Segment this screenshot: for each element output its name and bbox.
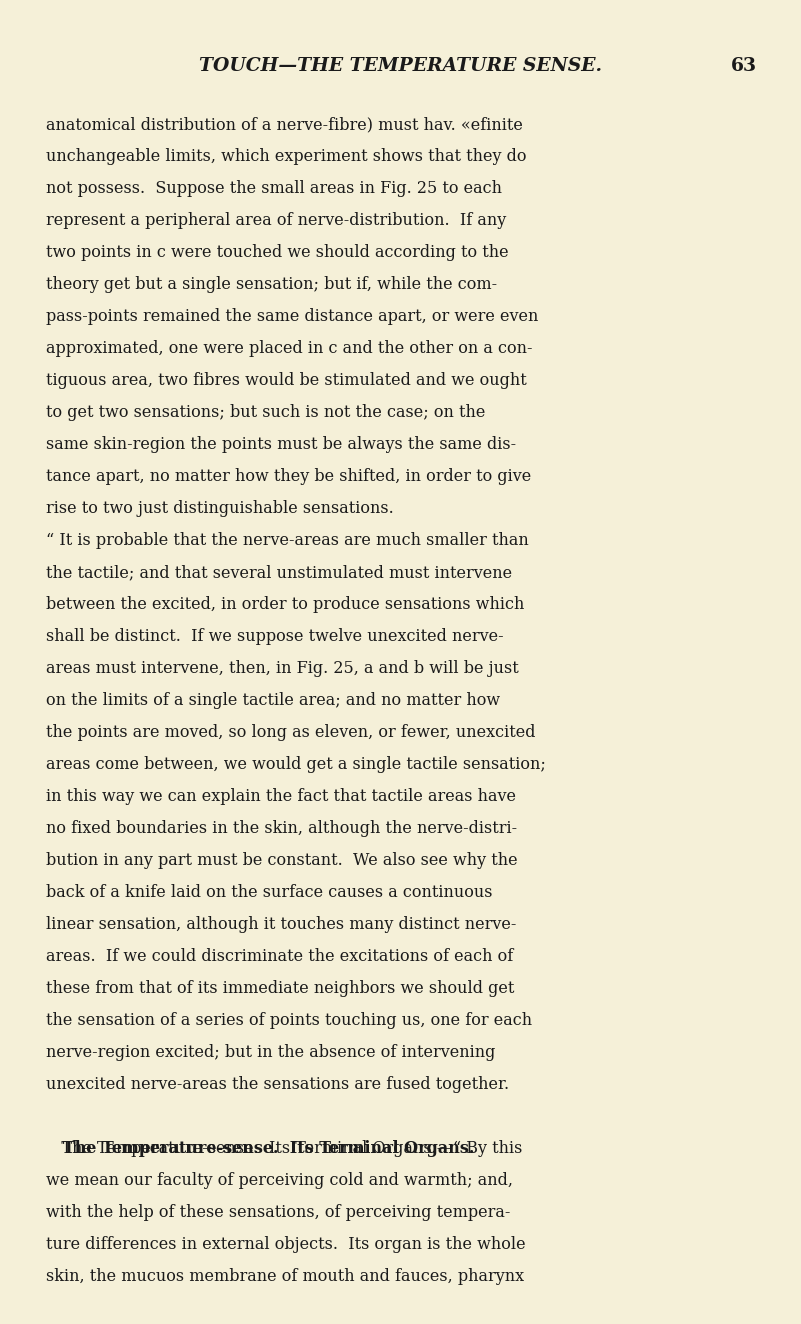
Text: areas come between, we would get a single tactile sensation;: areas come between, we would get a singl… <box>46 756 545 773</box>
Text: the sensation of a series of points touching us, one for each: the sensation of a series of points touc… <box>46 1012 532 1029</box>
Text: we mean our faculty of perceiving cold and warmth; and,: we mean our faculty of perceiving cold a… <box>46 1172 513 1189</box>
Text: “ It is probable that the nerve-areas are much smaller than: “ It is probable that the nerve-areas ar… <box>46 532 529 549</box>
Text: unexcited nerve-areas the sensations are fused together.: unexcited nerve-areas the sensations are… <box>46 1075 509 1092</box>
Text: between the excited, in order to produce sensations which: between the excited, in order to produce… <box>46 596 524 613</box>
Text: back of a knife laid on the surface causes a continuous: back of a knife laid on the surface caus… <box>46 884 492 900</box>
Text: areas.  If we could discriminate the excitations of each of: areas. If we could discriminate the exci… <box>46 948 513 965</box>
Text: skin, the mucuos membrane of mouth and fauces, pharynx: skin, the mucuos membrane of mouth and f… <box>46 1267 524 1284</box>
Text: 63: 63 <box>731 57 757 75</box>
Text: same skin-region the points must be always the same dis-: same skin-region the points must be alwa… <box>46 437 516 453</box>
Text: tiguous area, two fibres would be stimulated and we ought: tiguous area, two fibres would be stimul… <box>46 372 526 389</box>
Text: theory get but a single sensation; but if, while the com-: theory get but a single sensation; but i… <box>46 277 497 294</box>
Text: to get two sensations; but such is not the case; on the: to get two sensations; but such is not t… <box>46 404 485 421</box>
Text: with the help of these sensations, of perceiving tempera-: with the help of these sensations, of pe… <box>46 1204 510 1221</box>
Text: areas must intervene, then, in Fig. 25, a and b will be just: areas must intervene, then, in Fig. 25, … <box>46 661 518 677</box>
Text: the tactile; and that several unstimulated must intervene: the tactile; and that several unstimulat… <box>46 564 512 581</box>
Text: ture differences in external objects.  Its organ is the whole: ture differences in external objects. It… <box>46 1235 525 1253</box>
Text: pass-points remained the same distance apart, or were even: pass-points remained the same distance a… <box>46 308 538 326</box>
Text: these from that of its immediate neighbors we should get: these from that of its immediate neighbo… <box>46 980 514 997</box>
Text: nerve-region excited; but in the absence of intervening: nerve-region excited; but in the absence… <box>46 1043 495 1061</box>
Text: unchangeable limits, which experiment shows that they do: unchangeable limits, which experiment sh… <box>46 148 526 166</box>
Text: tance apart, no matter how they be shifted, in order to give: tance apart, no matter how they be shift… <box>46 469 531 485</box>
Text: two points in c were touched we should according to the: two points in c were touched we should a… <box>46 245 509 261</box>
Text: not possess.  Suppose the small areas in Fig. 25 to each: not possess. Suppose the small areas in … <box>46 180 501 197</box>
Text: on the limits of a single tactile area; and no matter how: on the limits of a single tactile area; … <box>46 692 500 710</box>
Text: anatomical distribution of a nerve-fibre) must hav. «efinite: anatomical distribution of a nerve-fibre… <box>46 117 522 134</box>
Text: bution in any part must be constant.  We also see why the: bution in any part must be constant. We … <box>46 851 517 869</box>
Text: TOUCH—THE TEMPERATURE SENSE.: TOUCH—THE TEMPERATURE SENSE. <box>199 57 602 75</box>
Text: in this way we can explain the fact that tactile areas have: in this way we can explain the fact that… <box>46 788 516 805</box>
Text: approximated, one were placed in c and the other on a con-: approximated, one were placed in c and t… <box>46 340 532 357</box>
Text: rise to two just distinguishable sensations.: rise to two just distinguishable sensati… <box>46 500 393 518</box>
Text: The Temperature-sense.  Its Terminal Organs.—“ By this: The Temperature-sense. Its Terminal Orga… <box>46 1140 522 1157</box>
Text: the points are moved, so long as eleven, or fewer, unexcited: the points are moved, so long as eleven,… <box>46 724 535 741</box>
Text: linear sensation, although it touches many distinct nerve-: linear sensation, although it touches ma… <box>46 916 516 933</box>
Text: no fixed boundaries in the skin, although the nerve-distri-: no fixed boundaries in the skin, althoug… <box>46 820 517 837</box>
Text: represent a peripheral area of nerve-distribution.  If any: represent a peripheral area of nerve-dis… <box>46 212 506 229</box>
Text: The Temperature-sense.  Its Terminal Organs.: The Temperature-sense. Its Terminal Orga… <box>46 1140 474 1157</box>
Text: shall be distinct.  If we suppose twelve unexcited nerve-: shall be distinct. If we suppose twelve … <box>46 628 503 645</box>
